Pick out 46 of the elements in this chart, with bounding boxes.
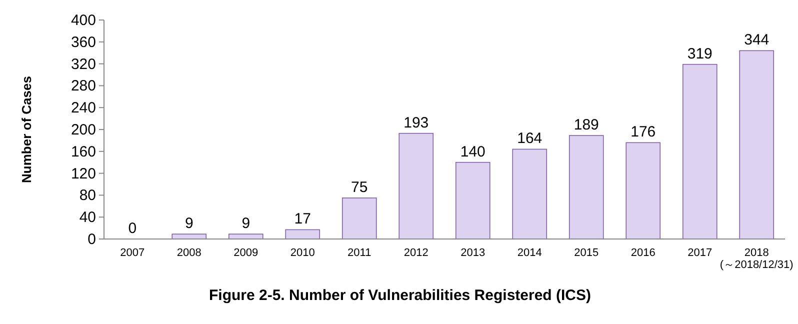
x-tick-label: 2013 (460, 247, 486, 259)
bar (455, 162, 490, 240)
data-label: 189 (574, 116, 599, 134)
y-tick-label: 400 (70, 12, 96, 29)
data-label: 176 (630, 124, 656, 141)
y-tick-label: 160 (70, 143, 96, 160)
y-tick-label: 120 (70, 165, 96, 182)
x-tick-label: 2012 (404, 247, 428, 259)
data-label: 193 (404, 114, 429, 132)
data-label: 75 (351, 178, 368, 196)
data-label: 0 (128, 220, 137, 237)
data-label: 9 (184, 215, 194, 232)
x-tick-label: 2010 (290, 247, 315, 259)
data-label: 17 (294, 210, 311, 228)
x-tick-label: 2016 (630, 247, 656, 259)
data-label: 164 (517, 130, 542, 148)
y-tick-label: 80 (79, 187, 96, 204)
bar (739, 50, 774, 240)
bar (285, 229, 320, 240)
bar (342, 198, 377, 240)
y-tick-label: 280 (70, 78, 96, 95)
x-tick-label: 2007 (120, 247, 145, 259)
data-label: 9 (242, 215, 250, 232)
data-label: 319 (687, 45, 712, 62)
bar (398, 132, 434, 240)
y-tick-label: 200 (70, 122, 96, 138)
bar (682, 64, 718, 240)
y-tick-label: 240 (70, 100, 96, 117)
y-tick-label: 360 (70, 34, 96, 51)
data-label: 140 (460, 143, 486, 160)
x-tick-label: 2015 (574, 247, 599, 259)
bar (568, 135, 604, 240)
x-tick-label: 2018 (～2018/12/31) (720, 247, 794, 271)
text: Figure 2-5. Number of Vulnerabilities Registered (ICS) (208, 287, 592, 304)
x-tick-label: 2008 (176, 247, 202, 259)
x-tick-label: 2009 (234, 247, 258, 259)
bar (512, 148, 548, 240)
x-tick-label: 2017 (688, 247, 712, 259)
x-tick-label: 2014 (517, 247, 542, 259)
y-axis-title: Number of Cases (19, 76, 34, 183)
bar (626, 142, 661, 240)
y-tick-label: 40 (79, 209, 96, 226)
y-tick-label: 320 (70, 56, 96, 73)
y-tick-label: 0 (88, 231, 96, 248)
data-label: 344 (744, 32, 770, 49)
x-tick-label: 2011 (348, 247, 372, 259)
